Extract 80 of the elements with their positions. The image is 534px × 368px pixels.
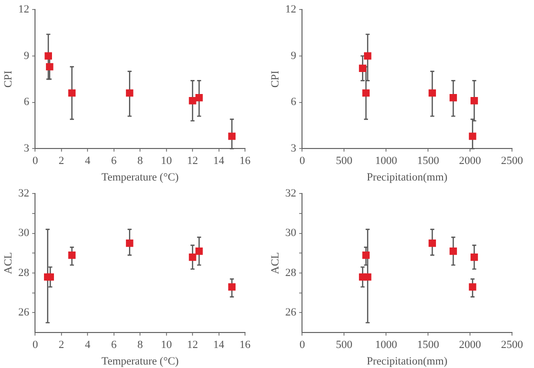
y-tick-label: 30 — [285, 227, 297, 240]
x-tick-label: 12 — [187, 339, 198, 352]
point — [468, 283, 476, 291]
x-tick-label: 14 — [213, 339, 225, 352]
x-tick-label: 10 — [160, 155, 172, 168]
x-tick-label: 0 — [32, 155, 38, 168]
x-tick-label: 6 — [111, 339, 118, 352]
x-tick-label: 1500 — [417, 155, 440, 168]
point — [44, 52, 52, 60]
y-tick-label: 3 — [24, 142, 30, 154]
y-tick-label: 9 — [24, 50, 30, 62]
y-tick-label: 6 — [290, 96, 297, 108]
point — [68, 251, 76, 259]
x-tick-label: 500 — [336, 155, 353, 168]
x-tick-label: 1000 — [375, 339, 398, 352]
point — [46, 63, 54, 70]
x-tick-label: 0 — [299, 155, 306, 168]
x-tick-label: 4 — [84, 339, 91, 352]
x-axis-title: Precipitation(mm) — [366, 171, 448, 184]
x-tick-label: 500 — [336, 339, 353, 352]
x-tick-label: 1500 — [417, 339, 440, 352]
x-axis-title: Temperature (°C) — [101, 171, 180, 184]
x-tick-label: 2 — [58, 339, 64, 352]
y-axis-title: CPI — [269, 70, 282, 88]
y-tick-label: 12 — [285, 3, 296, 16]
x-tick-label: 0 — [32, 339, 38, 352]
x-tick-label: 10 — [160, 339, 172, 352]
x-tick-label: 6 — [111, 155, 118, 168]
x-tick-label: 2000 — [459, 339, 482, 352]
point — [362, 89, 370, 97]
x-tick-label: 4 — [84, 155, 91, 168]
point — [195, 248, 203, 255]
y-tick-label: 26 — [18, 306, 30, 319]
x-tick-label: 0 — [299, 339, 306, 352]
point — [228, 132, 236, 140]
point — [428, 89, 436, 97]
x-tick-label: 8 — [137, 155, 144, 168]
y-axis-title: CPI — [2, 70, 14, 88]
y-tick-label: 9 — [290, 50, 297, 62]
y-tick-label: 30 — [18, 227, 30, 240]
y-tick-label: 26 — [285, 306, 297, 319]
point — [68, 89, 76, 97]
x-tick-label: 1000 — [375, 155, 398, 168]
x-tick-label: 12 — [187, 155, 198, 168]
point — [188, 253, 196, 261]
point — [46, 273, 54, 281]
point — [362, 251, 370, 259]
point — [450, 94, 457, 102]
y-tick-label: 12 — [18, 3, 30, 16]
x-axis-title: Temperature (°C) — [101, 355, 180, 368]
x-tick-label: 2 — [58, 155, 64, 168]
x-tick-label: 16 — [240, 339, 251, 352]
y-tick-label: 32 — [18, 187, 30, 200]
y-tick-label: 28 — [285, 266, 297, 279]
point — [358, 64, 366, 72]
point — [468, 132, 476, 140]
point — [228, 283, 236, 291]
x-tick-label: 16 — [240, 155, 251, 168]
y-axis-title: ACL — [2, 252, 14, 274]
point — [126, 89, 134, 97]
point — [428, 240, 436, 247]
x-tick-label: 14 — [213, 155, 225, 168]
point — [364, 52, 372, 60]
y-axis-title: ACL — [269, 252, 282, 274]
y-tick-label: 3 — [290, 142, 297, 154]
x-axis-title: Precipitation(mm) — [366, 355, 448, 368]
point — [188, 97, 196, 104]
y-tick-label: 32 — [285, 187, 296, 200]
x-tick-label: 2000 — [459, 155, 482, 168]
point — [470, 97, 478, 104]
point — [126, 240, 134, 247]
point — [195, 94, 203, 102]
y-tick-label: 6 — [24, 96, 30, 108]
x-tick-label: 8 — [137, 339, 144, 352]
point — [470, 253, 478, 261]
x-tick-label: 2500 — [501, 155, 524, 168]
y-tick-label: 28 — [18, 266, 30, 279]
point — [364, 273, 372, 281]
point — [450, 248, 457, 255]
x-tick-label: 2500 — [501, 339, 524, 352]
